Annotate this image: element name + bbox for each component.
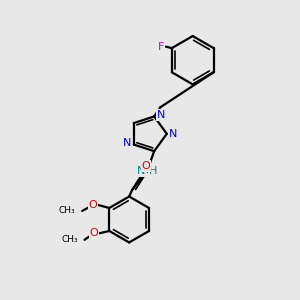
Text: F: F xyxy=(158,42,164,52)
Text: O: O xyxy=(142,161,151,171)
Text: O: O xyxy=(89,200,98,210)
Text: N: N xyxy=(123,138,131,148)
Text: CH₃: CH₃ xyxy=(59,206,75,215)
Text: CH₃: CH₃ xyxy=(61,235,78,244)
Text: H: H xyxy=(149,166,158,176)
Text: O: O xyxy=(90,228,98,238)
Text: N: N xyxy=(157,110,165,120)
Text: N: N xyxy=(137,166,146,176)
Text: N: N xyxy=(169,129,177,139)
